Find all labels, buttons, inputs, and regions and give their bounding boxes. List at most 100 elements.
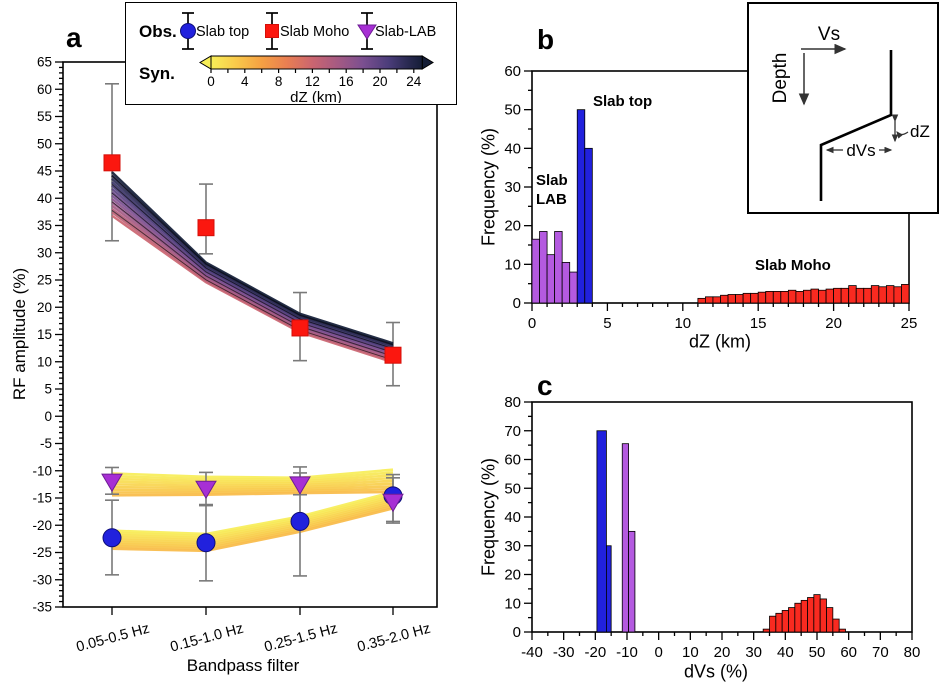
obs-marker-triangle	[289, 476, 311, 495]
colorbar-tick-label: 4	[241, 74, 249, 89]
synthetic-line	[111, 211, 394, 362]
histogram-bar	[720, 294, 729, 304]
histogram-bar	[621, 443, 629, 633]
histogram-bar	[803, 289, 812, 304]
x-tick-label: 0.15-1.0 Hz	[169, 621, 246, 656]
y-tick-label: -25	[32, 545, 52, 560]
y-tick-label: 10	[37, 354, 52, 369]
synthetic-line	[111, 476, 394, 485]
x-tick-label: 60	[840, 644, 857, 661]
histogram-bar	[780, 290, 789, 304]
x-tick-label: 0	[528, 315, 536, 332]
histogram-bar	[794, 602, 802, 633]
histogram-bar	[539, 231, 548, 304]
histogram-bar	[569, 271, 578, 304]
y-tick-label: 60	[504, 452, 521, 469]
histogram-bar	[870, 285, 880, 304]
obs-marker-square	[291, 319, 309, 337]
x-tick-label: 70	[872, 644, 889, 661]
colorbar-right-arrow	[421, 55, 434, 70]
synthetic-line-hatch	[111, 192, 394, 353]
histogram-bar	[772, 290, 782, 304]
y-tick-label: 30	[504, 538, 521, 555]
y-tick-label: 20	[504, 567, 521, 584]
inset-canvas: Vs Depth dZ dVs	[770, 24, 930, 201]
y-tick-label: -30	[32, 572, 52, 587]
synthetic-line	[111, 482, 394, 490]
histogram-bar	[901, 284, 910, 304]
synthetic-line	[111, 471, 394, 482]
synthetic-line	[111, 204, 394, 360]
histogram-bar	[855, 287, 865, 304]
y-tick-label: -5	[40, 436, 52, 451]
colorbar-bar	[210, 55, 423, 70]
histogram-bar	[833, 287, 842, 304]
x-tick-label: 40	[777, 644, 794, 661]
colorbar-title: dZ (km)	[290, 89, 342, 103]
colorbar-tick-label: 16	[339, 74, 354, 89]
synthetic-line	[111, 507, 394, 553]
x-tick-label: -10	[616, 644, 638, 661]
panel-c-x-axis-title: dVs (%)	[683, 661, 749, 682]
y-tick-label: 80	[504, 394, 521, 411]
y-tick-label: 20	[504, 218, 521, 235]
obs-marker-triangle	[101, 473, 123, 493]
histogram-bar	[735, 294, 744, 304]
histogram-bar	[769, 615, 777, 633]
histogram-bar	[826, 607, 834, 633]
synthetic-line	[111, 197, 394, 357]
y-tick-label: 70	[504, 423, 521, 440]
panel-b-y-axis-title: Frequency (%)	[478, 127, 499, 247]
obs-marker-square	[197, 219, 215, 237]
synthetic-line	[111, 492, 394, 538]
histogram-bar	[697, 297, 706, 304]
histogram-bar	[554, 231, 563, 304]
y-tick-label: 55	[37, 109, 52, 124]
y-tick-label: 10	[504, 595, 521, 612]
panel-c-chart: 0 10 20 30 40 50 60 70 80 -40 -30 -20 -10 0 10 20 30 40 50…	[504, 394, 920, 661]
synthetic-line	[111, 479, 394, 488]
legend-marker-square	[265, 24, 279, 38]
histogram-bar	[727, 294, 736, 304]
synthetic-line	[111, 473, 394, 483]
histogram-bar	[818, 289, 827, 304]
axes-box	[531, 401, 913, 633]
histogram-bar	[800, 599, 808, 633]
y-tick-label: 60	[504, 63, 521, 80]
dz-pointer-arrow	[896, 131, 909, 139]
synthetic-line	[111, 174, 394, 346]
legend-canvas: Obs. Syn. Slab top Slab Moho Slab-LAB 0 4…	[139, 12, 436, 103]
histogram-bar	[819, 598, 827, 633]
inset-dz-label: dZ	[910, 122, 930, 141]
histogram-bar	[561, 261, 571, 304]
x-tick-label: 0	[654, 644, 662, 661]
inset-depth-label: Depth	[770, 53, 791, 104]
inset-dvs-label: dVs	[846, 141, 875, 160]
histogram-bar	[775, 612, 783, 633]
synthetic-line	[111, 494, 394, 540]
panel-a-x-axis-title: Bandpass filter	[186, 656, 300, 675]
panel-c-y-axis-title: Frequency (%)	[478, 457, 499, 577]
annotation-slab-top: Slab top	[593, 93, 653, 110]
synthetic-line-hatch	[111, 183, 394, 350]
synthetic-line	[111, 208, 394, 361]
inset-vs-label: Vs	[818, 24, 840, 45]
y-tick-label: 50	[504, 102, 521, 119]
synthetic-line	[111, 194, 394, 355]
y-tick-label: 20	[37, 300, 52, 315]
synthetic-line	[111, 184, 394, 351]
synthetic-line	[111, 490, 394, 497]
x-tick-label: 0.25-1.5 Hz	[263, 621, 340, 656]
annotation-slab-lab: Slab LAB	[536, 172, 568, 208]
x-tick-label: 15	[750, 315, 767, 332]
y-tick-label: 45	[37, 164, 52, 179]
colorbar-left-arrow	[199, 55, 212, 70]
annotation-slab-moho: Slab Moho	[755, 257, 831, 274]
colorbar-tick-label: 24	[406, 74, 422, 89]
x-tick-label: 20	[714, 644, 731, 661]
obs-marker-triangle	[195, 480, 217, 500]
synthetic-line	[111, 505, 394, 551]
y-tick-label: 40	[37, 191, 52, 206]
legend-item-slab-moho-label: Slab Moho	[280, 24, 349, 40]
colorbar-tick-label: 0	[207, 74, 215, 89]
